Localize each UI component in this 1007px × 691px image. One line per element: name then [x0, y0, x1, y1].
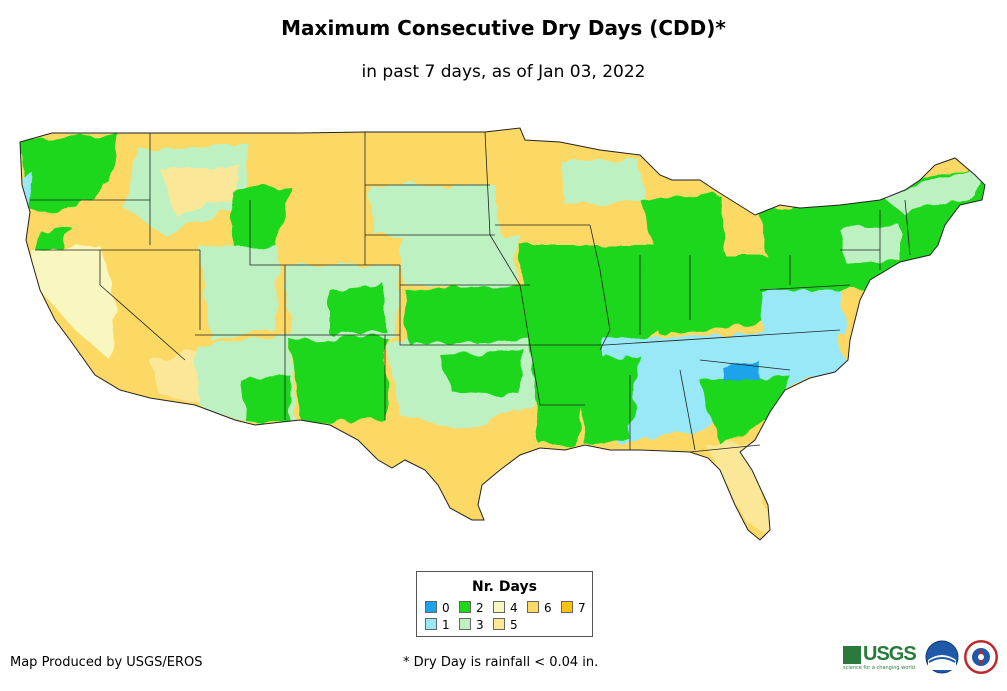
region-1-day — [760, 285, 845, 340]
region-2-days — [440, 350, 525, 395]
region-2-days — [700, 375, 790, 445]
region-2-days — [290, 335, 385, 425]
region-2-days — [405, 285, 535, 345]
legend-item-3: 3 — [459, 618, 484, 632]
region-2-days — [640, 195, 725, 265]
region-3-days — [370, 185, 500, 235]
us-dry-days-map — [19, 127, 986, 541]
legend-swatch — [561, 601, 573, 613]
legend-swatch — [459, 601, 471, 613]
map-subtitle: in past 7 days, as of Jan 03, 2022 — [361, 62, 646, 82]
map-title: Maximum Consecutive Dry Days (CDD)* — [281, 16, 726, 40]
region-4-days — [30, 245, 120, 360]
legend-item-0: 0 — [425, 601, 450, 615]
state-boundaries — [19, 127, 986, 541]
region-2-days — [35, 225, 70, 255]
region-2-days — [240, 375, 290, 425]
legend-swatch — [425, 601, 437, 613]
region-2-days — [580, 355, 640, 445]
legend-item-1: 1 — [425, 618, 450, 632]
nws-logo — [964, 640, 998, 674]
noaa-seal-icon — [925, 640, 959, 674]
legend-title: Nr. Days — [472, 579, 537, 595]
map-credit: Map Produced by USGS/EROS — [10, 655, 203, 670]
region-1-day — [22, 175, 35, 210]
region-0-days — [720, 362, 760, 382]
usgs-logo: USGS science for a changing world — [843, 643, 917, 671]
nws-seal-icon — [964, 640, 998, 674]
region-3-days — [400, 235, 520, 290]
legend-swatch — [493, 618, 505, 630]
region-5-days — [160, 165, 240, 215]
usgs-wave-icon — [843, 646, 861, 664]
legend-swatch — [459, 618, 471, 630]
noaa-logo — [925, 640, 959, 674]
legend-item-6: 6 — [527, 601, 552, 615]
region-5-days — [150, 350, 210, 405]
region-2-days — [20, 135, 120, 215]
region-2-days — [330, 285, 385, 335]
legend-item-5: 5 — [493, 618, 518, 632]
region-3-days — [840, 225, 900, 262]
legend: Nr. Days 0 1 2 3 4 5 6 7 — [416, 571, 593, 637]
legend-item-7: 7 — [561, 601, 586, 615]
legend-item-2: 2 — [459, 601, 484, 615]
region-2-days — [640, 255, 790, 335]
legend-swatch — [527, 601, 539, 613]
region-3-days — [560, 160, 645, 205]
region-2-days — [230, 185, 290, 265]
legend-item-4: 4 — [493, 601, 518, 615]
legend-swatch — [425, 618, 437, 630]
region-3-days — [880, 165, 985, 215]
dry-day-footnote: * Dry Day is rainfall < 0.04 in. — [403, 655, 599, 670]
legend-swatch — [493, 601, 505, 613]
region-6-days — [100, 245, 200, 360]
region-3-days — [200, 245, 280, 340]
